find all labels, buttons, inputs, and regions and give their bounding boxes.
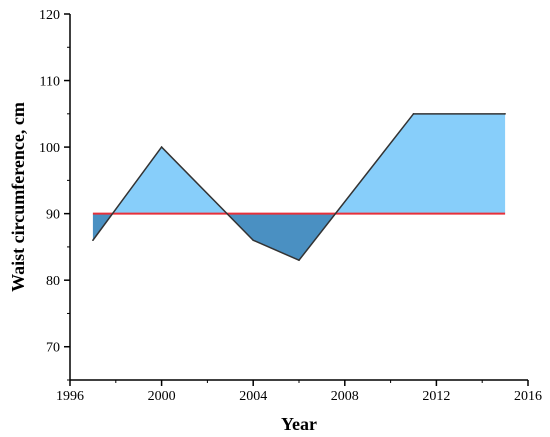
fill-below-2	[227, 213, 336, 261]
y-tick-label-70: 70	[46, 341, 60, 356]
x-tick-label-2012: 2012	[422, 389, 450, 404]
plot-area	[92, 113, 506, 262]
data-point-0	[92, 239, 94, 242]
data-point-4	[412, 113, 415, 115]
series-line	[92, 113, 506, 262]
x-tick-label-1996: 1996	[56, 389, 84, 404]
x-ticks: 1996 2000 2004 2008 2012 2016	[56, 380, 542, 404]
fill-above-1	[112, 147, 228, 214]
y-tick-label-120: 120	[39, 8, 60, 23]
y-tick-label-100: 100	[39, 141, 60, 156]
axes: 1996 2000 2004 2008 2012 2016 70 80 90 100 110 120	[39, 8, 542, 404]
x-tick-label-2004: 2004	[239, 389, 267, 404]
y-tick-label-80: 80	[46, 274, 60, 289]
data-point-3	[298, 259, 300, 262]
x-tick-label-2000: 2000	[148, 389, 176, 404]
fill-above-3	[335, 113, 506, 214]
y-tick-label-90: 90	[46, 208, 60, 223]
y-tick-label-110: 110	[40, 75, 60, 90]
data-point-2	[252, 239, 254, 242]
x-axis-title: Year	[281, 414, 317, 434]
y-ticks: 70 80 90 100 110 120	[39, 8, 70, 381]
x-tick-label-2008: 2008	[331, 389, 359, 404]
fill-regions	[92, 113, 506, 261]
y-axis-title: Waist circumference, cm	[8, 102, 28, 292]
data-point-5	[504, 113, 506, 115]
data-point-1	[160, 146, 163, 148]
x-tick-label-2016: 2016	[514, 389, 542, 404]
